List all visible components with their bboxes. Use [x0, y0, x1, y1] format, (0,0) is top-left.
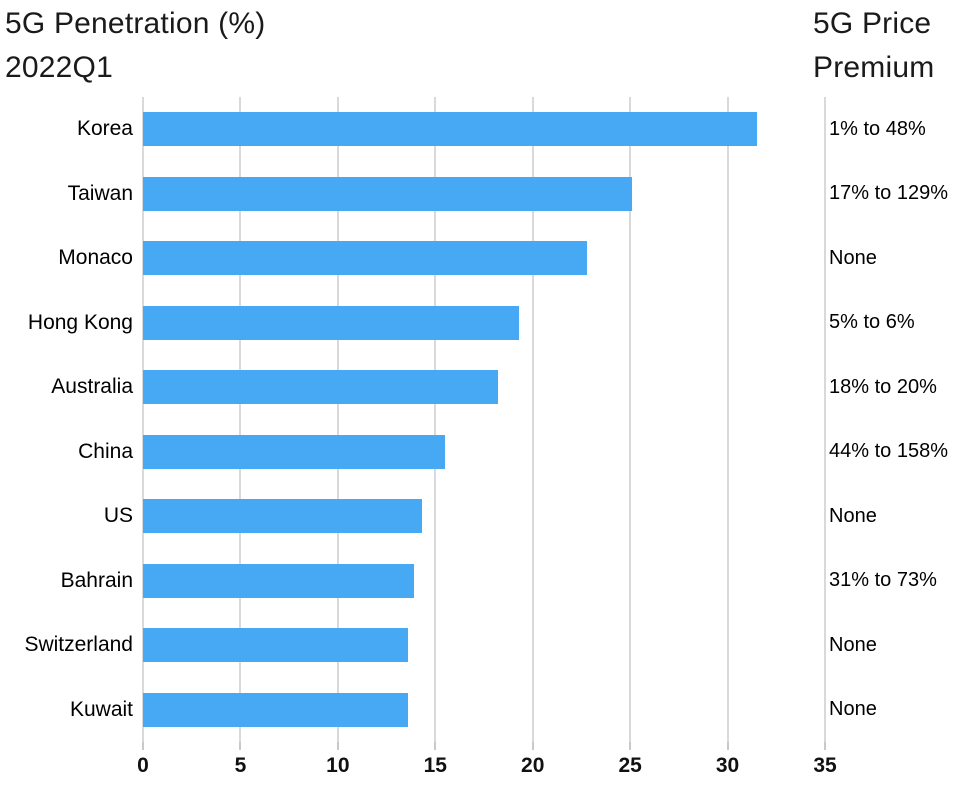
x-tick-label-35: 35	[813, 754, 837, 777]
x-tickmark-20	[531, 742, 534, 750]
bar-us	[143, 499, 422, 533]
x-tickmark-30	[726, 742, 729, 750]
gridline-x-30	[726, 97, 729, 742]
bar-row-hong-kong	[143, 291, 825, 356]
price-premium-china: 44% to 158%	[829, 440, 948, 463]
x-tick-label-20: 20	[521, 754, 545, 777]
gridline-x-0	[142, 97, 144, 742]
x-tick-label-10: 10	[326, 754, 350, 777]
price-premium-column-title: 5G Price Premium	[813, 2, 934, 90]
category-label-australia: Australia	[51, 375, 133, 399]
x-tickmark-0	[142, 742, 144, 750]
bar-row-kuwait	[143, 678, 825, 743]
bar-china	[143, 434, 446, 469]
category-label-us: US	[103, 504, 133, 528]
bar-row-monaco	[143, 226, 825, 291]
gridline-x-5	[239, 97, 242, 742]
chart-title: 5G Penetration (%) 2022Q1	[5, 2, 265, 90]
category-label-hong-kong: Hong Kong	[27, 310, 133, 334]
price-premium-kuwait: None	[829, 698, 877, 721]
x-tickmark-5	[239, 742, 242, 750]
x-axis: 0 5 10 15 20 25 30 35	[137, 742, 837, 787]
price-premium-taiwan: 17% to 129%	[829, 182, 948, 205]
price-premium-title-line1: 5G Price	[813, 7, 932, 40]
bar-row-us	[143, 484, 825, 549]
bar-bahrain	[143, 563, 414, 598]
price-premium-title-line2: Premium	[813, 51, 935, 84]
category-axis-labels: Korea Taiwan Monaco Hong Kong Australia China…	[0, 97, 133, 742]
category-label-bahrain: Bahrain	[60, 568, 133, 592]
gridline-x-15	[434, 97, 437, 742]
price-premium-korea: 1% to 48%	[829, 117, 926, 140]
bar-monaco	[143, 241, 588, 275]
chart-title-line1: 5G Penetration (%)	[5, 7, 266, 40]
x-tick-label-0: 0	[137, 754, 149, 777]
bar-australia	[143, 370, 498, 404]
category-label-china: China	[78, 439, 133, 463]
bar-switzerland	[143, 628, 408, 662]
category-label-kuwait: Kuwait	[69, 697, 133, 721]
bar-hong-kong	[143, 305, 520, 340]
price-premium-bahrain: 31% to 73%	[829, 569, 937, 592]
gridline-x-20	[531, 97, 534, 742]
bar-korea	[143, 112, 757, 146]
chart-title-line2: 2022Q1	[5, 51, 113, 84]
bar-row-bahrain	[143, 549, 825, 614]
category-label-korea: Korea	[76, 117, 133, 141]
x-tickmark-15	[434, 742, 437, 750]
price-premium-switzerland: None	[829, 633, 877, 656]
x-tick-label-25: 25	[618, 754, 642, 777]
bar-taiwan	[143, 176, 633, 211]
price-premium-values: 1% to 48% 17% to 129% None 5% to 6% 18% to 2…	[829, 97, 961, 742]
x-tick-label-30: 30	[715, 754, 740, 777]
x-tickmark-10	[336, 742, 339, 750]
x-tick-label-15: 15	[423, 754, 447, 777]
x-tickmark-35	[824, 742, 826, 750]
plot-area	[142, 97, 826, 750]
x-tickmark-25	[629, 742, 632, 750]
bar-row-korea	[143, 97, 825, 162]
category-label-taiwan: Taiwan	[67, 181, 133, 205]
bar-row-china	[143, 420, 825, 485]
price-premium-australia: 18% to 20%	[829, 375, 937, 398]
bar-row-taiwan	[143, 162, 825, 227]
gridline-x-10	[336, 97, 339, 742]
gridline-x-25	[629, 97, 632, 742]
bar-row-switzerland	[143, 613, 825, 678]
bar-row-australia	[143, 355, 825, 420]
price-premium-us: None	[829, 504, 877, 527]
category-label-monaco: Monaco	[58, 246, 133, 270]
price-premium-hong-kong: 5% to 6%	[829, 311, 915, 334]
price-premium-monaco: None	[829, 246, 877, 269]
gridline-x-35	[824, 97, 826, 742]
category-label-switzerland: Switzerland	[24, 633, 133, 657]
bar-kuwait	[143, 692, 408, 727]
x-tick-label-5: 5	[234, 754, 247, 777]
